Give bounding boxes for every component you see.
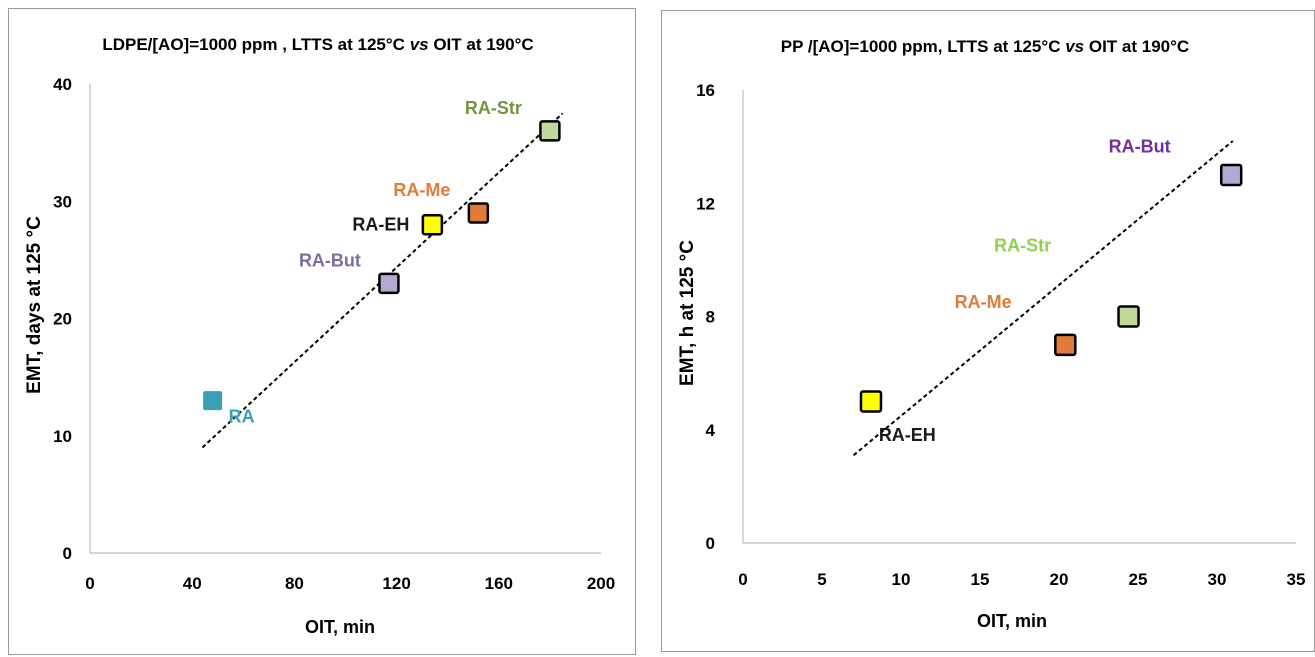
data-point-ra-eh (421, 213, 444, 236)
chart-title-part: OIT at 190°C (1084, 37, 1189, 56)
y-tick-label: 0 (706, 534, 715, 553)
y-tick-label: 10 (53, 427, 72, 446)
x-tick-label: 30 (1208, 570, 1227, 589)
data-label-ra-me: RA-Me (955, 292, 1012, 312)
x-tick-label: 25 (1129, 570, 1148, 589)
y-axis-label: EMT, days at 125 °C (24, 216, 45, 394)
data-point-ra-but (1219, 163, 1243, 187)
chart-title-part: vs (410, 35, 429, 54)
chart-title-part: OIT at 190°C (429, 35, 534, 54)
data-label-ra-but: RA-But (1109, 136, 1171, 156)
x-tick-label: 15 (971, 570, 990, 589)
data-point-ra-me (467, 202, 490, 224)
x-tick-label: 10 (892, 570, 911, 589)
chart-title-part: vs (1065, 37, 1084, 56)
chart-title: LDPE/[AO]=1000 ppm , LTTS at 125°C vs OI… (102, 35, 533, 54)
data-label-ra-str: RA-Str (465, 98, 522, 118)
data-label-ra-eh: RA-EH (352, 215, 409, 235)
x-tick-label: 35 (1287, 570, 1306, 589)
chart-panel-ldpe: LDPE/[AO]=1000 ppm , LTTS at 125°C vs OI… (0, 0, 640, 657)
x-tick-label: 120 (382, 574, 410, 593)
x-tick-label: 40 (183, 574, 202, 593)
chart-frame (8, 8, 636, 655)
data-label-ra-eh: RA-EH (879, 425, 936, 445)
y-tick-label: 12 (696, 194, 715, 213)
chart-ldpe-svg: LDPE/[AO]=1000 ppm , LTTS at 125°C vs OI… (24, 35, 615, 637)
data-point-ra (203, 391, 223, 411)
chart-pp-svg: PP /[AO]=1000 ppm, LTTS at 125°C vs OIT … (677, 37, 1306, 631)
chart-title: PP /[AO]=1000 ppm, LTTS at 125°C vs OIT … (781, 37, 1189, 56)
y-tick-label: 8 (706, 308, 715, 327)
data-point-ra-eh (859, 390, 883, 413)
chart-title-part: LDPE/[AO]=1000 ppm , LTTS at 125°C (102, 35, 409, 54)
x-tick-label: 0 (738, 570, 747, 589)
x-tick-label: 200 (587, 574, 615, 593)
chart-title-part: PP /[AO]=1000 ppm, LTTS at 125°C (781, 37, 1065, 56)
data-point-ra-str (1117, 305, 1140, 328)
x-tick-label: 5 (817, 570, 826, 589)
x-tick-label: 160 (485, 574, 513, 593)
data-label-ra-me: RA-Me (393, 180, 450, 200)
data-point-ra-me (1054, 333, 1077, 357)
y-tick-label: 0 (63, 544, 72, 563)
data-point-ra-but (378, 272, 400, 295)
trendline (852, 140, 1234, 457)
data-label-ra-str: RA-Str (994, 235, 1051, 255)
y-axis-label: EMT, h at 125 °C (677, 240, 698, 386)
x-tick-label: 20 (1050, 570, 1069, 589)
data-point-ra-str (539, 120, 561, 142)
x-tick-label: 80 (285, 574, 304, 593)
y-tick-label: 4 (706, 421, 716, 440)
y-tick-label: 30 (53, 192, 72, 211)
y-tick-label: 20 (53, 310, 72, 329)
y-tick-label: 16 (696, 81, 715, 100)
data-label-ra: RA (229, 407, 255, 427)
data-label-ra-but: RA-But (299, 250, 361, 270)
x-axis-label: OIT, min (305, 617, 375, 637)
x-tick-label: 0 (85, 574, 94, 593)
x-axis-label: OIT, min (977, 611, 1047, 631)
chart-panel-pp: PP /[AO]=1000 ppm, LTTS at 125°C vs OIT … (655, 0, 1315, 657)
y-tick-label: 40 (53, 75, 72, 94)
